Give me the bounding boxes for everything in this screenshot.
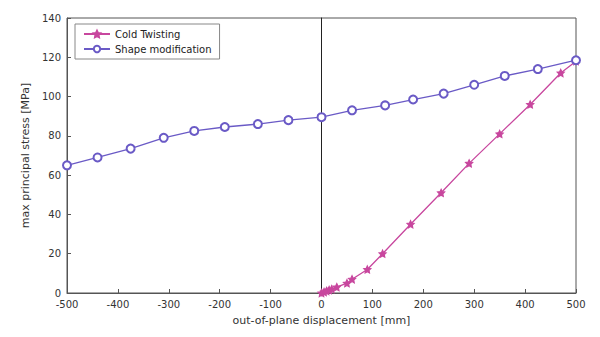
svg-text:out-of-plane displacement [mm]: out-of-plane displacement [mm] xyxy=(233,314,411,327)
svg-text:0: 0 xyxy=(318,299,324,310)
svg-text:80: 80 xyxy=(48,130,61,141)
svg-text:20: 20 xyxy=(48,248,61,259)
svg-text:-100: -100 xyxy=(259,299,282,310)
svg-text:100: 100 xyxy=(42,91,61,102)
svg-text:0: 0 xyxy=(55,288,61,299)
svg-text:-200: -200 xyxy=(208,299,231,310)
svg-text:100: 100 xyxy=(363,299,382,310)
svg-text:-300: -300 xyxy=(157,299,180,310)
svg-text:Shape modification: Shape modification xyxy=(115,44,212,55)
svg-text:200: 200 xyxy=(414,299,433,310)
svg-text:-500: -500 xyxy=(56,299,79,310)
svg-text:120: 120 xyxy=(42,52,61,63)
svg-text:300: 300 xyxy=(465,299,484,310)
svg-text:40: 40 xyxy=(48,209,61,220)
svg-text:60: 60 xyxy=(48,170,61,181)
svg-text:500: 500 xyxy=(566,299,585,310)
svg-text:max principal stress [MPa]: max principal stress [MPa] xyxy=(19,83,32,228)
svg-text:400: 400 xyxy=(516,299,535,310)
svg-text:Cold Twisting: Cold Twisting xyxy=(115,29,180,40)
svg-text:-400: -400 xyxy=(107,299,130,310)
svg-text:140: 140 xyxy=(42,13,61,24)
